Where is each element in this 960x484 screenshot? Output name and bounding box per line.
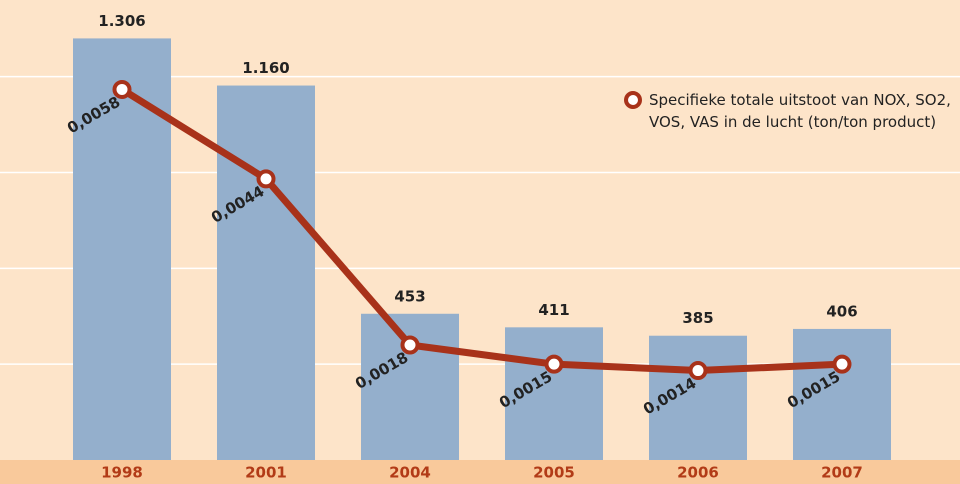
bar-value-label: 385 <box>682 309 713 327</box>
line-marker <box>688 361 708 381</box>
line-marker <box>400 335 420 355</box>
bar-value-label: 453 <box>394 287 425 305</box>
line-marker <box>544 354 564 374</box>
line-marker <box>256 169 276 189</box>
legend-marker <box>624 91 642 109</box>
bar <box>505 327 603 460</box>
bar <box>793 328 891 460</box>
bar-value-label: 1.160 <box>242 59 289 77</box>
x-tick-label: 2004 <box>389 464 431 482</box>
x-tick-label: 2007 <box>821 464 863 482</box>
line-marker <box>832 354 852 374</box>
line <box>120 86 843 375</box>
x-tick-label: 2006 <box>677 464 719 482</box>
legend-text: Specifieke totale uitstoot van NOX, SO2,… <box>649 91 951 131</box>
bar <box>217 85 315 461</box>
x-tick-label: 2001 <box>245 464 287 482</box>
x-tick-label: 2005 <box>533 464 575 482</box>
bar-value-label: 1.306 <box>98 12 145 30</box>
bar <box>73 38 171 461</box>
bar <box>649 335 747 460</box>
bar-value-label: 406 <box>826 302 857 320</box>
line-marker <box>112 79 132 99</box>
bar-value-label: 411 <box>538 301 569 319</box>
x-tick-label: 1998 <box>101 464 143 482</box>
category-band <box>0 460 960 484</box>
